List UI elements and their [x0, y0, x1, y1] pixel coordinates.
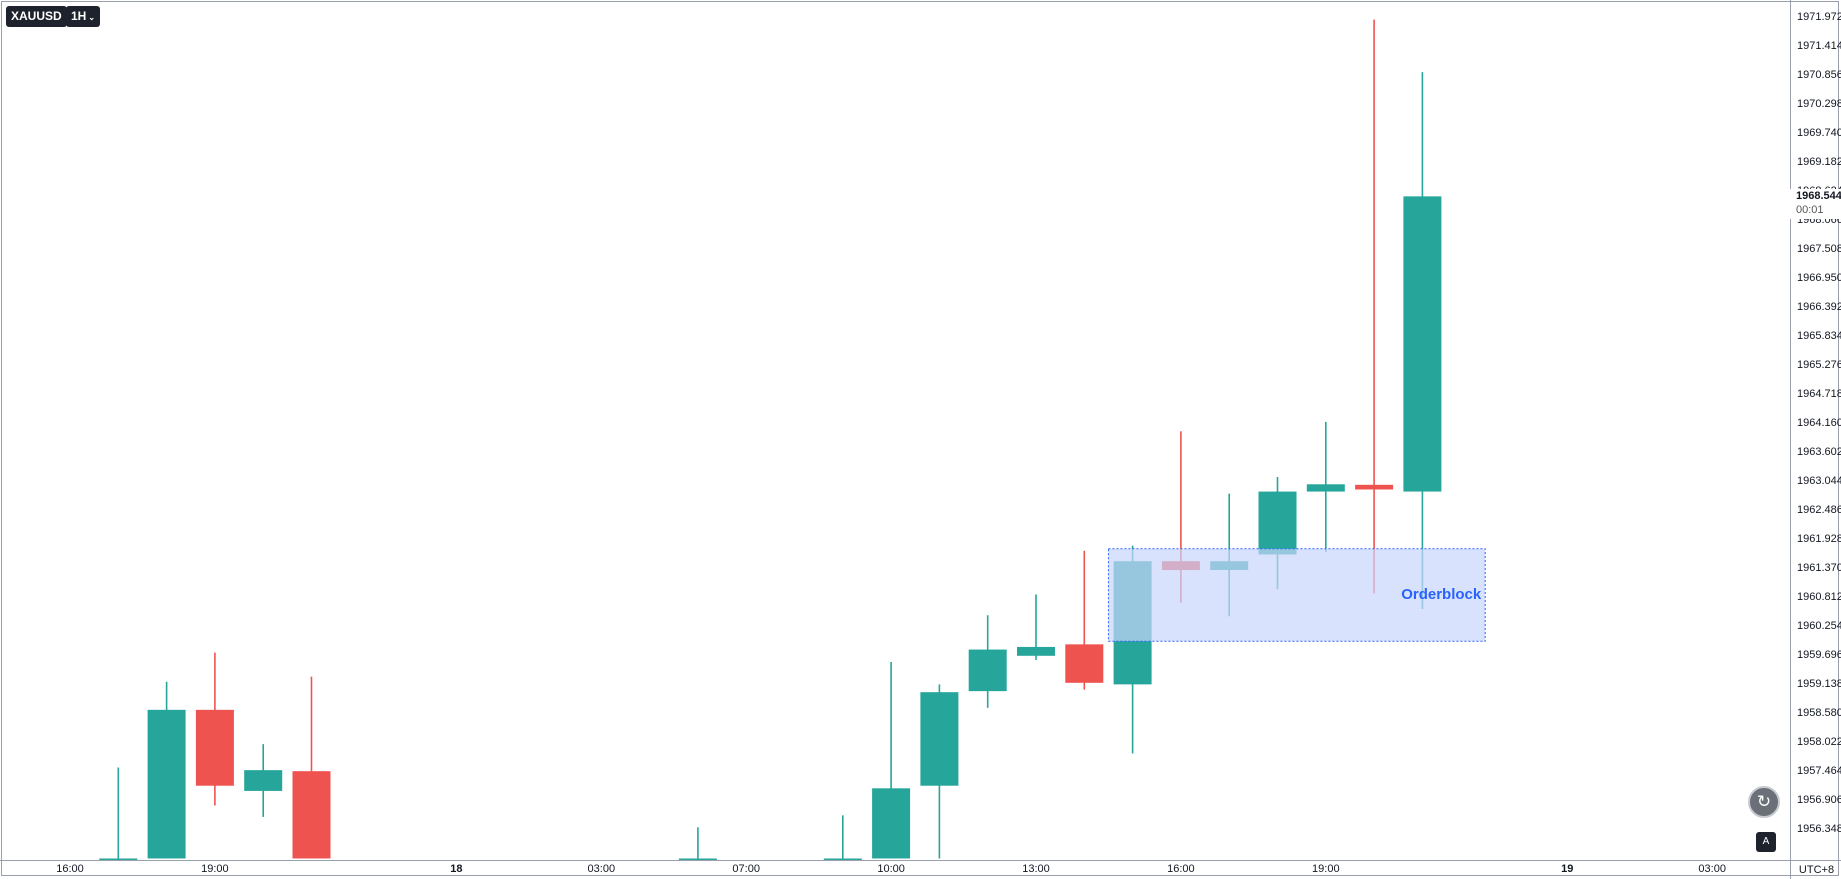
time-tick-label: 10:00	[877, 863, 905, 875]
time-tick-label: 13:00	[1022, 863, 1050, 875]
candle	[1017, 594, 1055, 660]
candle-body	[195, 709, 234, 786]
candle	[823, 815, 862, 860]
price-tick-label: 1956.348	[1797, 823, 1841, 835]
zone-layer	[1107, 548, 1486, 642]
price-tick-label: 1961.928	[1797, 533, 1841, 545]
candle	[1355, 19, 1394, 594]
time-tick-label: 16:00	[1167, 863, 1195, 875]
candle	[1403, 72, 1442, 610]
auto-scale-icon: A	[1762, 836, 1770, 847]
candle	[1306, 421, 1345, 552]
orderblock-zone[interactable]	[1107, 548, 1486, 642]
price-tick-label: 1969.182	[1797, 156, 1841, 168]
candle-body	[1017, 646, 1055, 656]
candle	[1065, 550, 1104, 690]
price-tick-label: 1971.414	[1797, 40, 1841, 52]
interval-chip[interactable]: 1H ⌄	[66, 6, 101, 27]
plot-area[interactable]: Orderblock	[0, 0, 1790, 860]
interval-label: 1H	[71, 9, 87, 23]
candle-layer	[99, 19, 1442, 860]
price-tick-label: 1959.138	[1797, 678, 1841, 690]
time-tick-label: 03:00	[1698, 863, 1726, 875]
price-tick-label: 1960.812	[1797, 591, 1841, 603]
candle-body	[1403, 196, 1442, 492]
price-tick-label: 1966.950	[1797, 272, 1841, 284]
candle-body	[292, 771, 331, 859]
candle-body	[1065, 644, 1104, 683]
price-tick-label: 1957.464	[1797, 765, 1841, 777]
time-axis[interactable]: 16:00 19:00 18 03:00 07:00 10:00 13:00 16:00 19:…	[0, 860, 1790, 879]
price-tick-label: 1970.856	[1797, 69, 1841, 81]
price-tick-label: 1970.298	[1797, 98, 1841, 110]
candlestick-chart[interactable]	[0, 0, 1790, 860]
price-tick-label: 1958.022	[1797, 736, 1841, 748]
candle	[195, 652, 234, 806]
candle-body	[1306, 484, 1345, 492]
candle	[99, 767, 138, 860]
countdown-timer: 00:01	[1796, 204, 1824, 216]
price-tick-label: 1965.834	[1797, 330, 1841, 342]
price-tick-label: 1964.718	[1797, 388, 1841, 400]
candle-body	[147, 709, 186, 859]
price-tick-label: 1971.972	[1797, 11, 1841, 23]
candle-body	[1355, 484, 1394, 490]
price-tick-label: 1969.740	[1797, 127, 1841, 139]
price-tick-label: 1964.160	[1797, 417, 1841, 429]
reset-chart-icon: ↻	[1756, 792, 1772, 811]
price-tick-label: 1956.906	[1797, 794, 1841, 806]
candle	[147, 681, 186, 859]
time-tick-label: 16:00	[56, 863, 84, 875]
time-tick-label: 18	[450, 863, 463, 875]
candle	[920, 684, 959, 859]
symbol-chip[interactable]: XAUUSD	[6, 6, 67, 27]
price-axis[interactable]: 1971.972 1971.414 1970.856 1970.298 1969.740…	[1790, 0, 1841, 860]
candle	[872, 662, 911, 859]
candle	[292, 676, 331, 859]
timezone-label[interactable]: UTC+8	[1790, 860, 1841, 879]
candle-body	[99, 858, 138, 860]
price-tick-label: 1965.276	[1797, 359, 1841, 371]
price-tick-label: 1960.254	[1797, 620, 1841, 632]
candle-body	[678, 858, 717, 860]
time-tick-label: 19:00	[1312, 863, 1340, 875]
time-tick-label: 19	[1561, 863, 1574, 875]
candle	[244, 744, 283, 817]
price-tick-label: 1959.696	[1797, 649, 1841, 661]
candle-body	[244, 770, 283, 791]
price-tick-label: 1958.580	[1797, 707, 1841, 719]
candle	[968, 615, 1007, 708]
price-tick-label: 1966.392	[1797, 301, 1841, 313]
candle-body	[872, 788, 911, 859]
current-price-label: 1968.544 00:01	[1790, 189, 1841, 219]
candle-body	[1258, 491, 1297, 555]
price-tick-label: 1961.370	[1797, 562, 1841, 574]
price-tick-label: 1962.486	[1797, 504, 1841, 516]
symbol-label: XAUUSD	[11, 9, 62, 23]
price-tick-label: 1967.508	[1797, 243, 1841, 255]
chevron-down-icon: ⌄	[88, 13, 96, 22]
time-tick-label: 03:00	[587, 863, 616, 875]
reset-chart-button[interactable]: ↻	[1748, 786, 1780, 818]
price-tick-label: 1963.044	[1797, 475, 1841, 487]
candle-body	[823, 858, 862, 860]
time-tick-label: 07:00	[732, 863, 760, 875]
candle	[678, 827, 717, 860]
time-tick-label: 19:00	[201, 863, 229, 875]
candle-body	[920, 692, 959, 786]
current-price-value: 1968.544	[1796, 190, 1841, 202]
auto-scale-button[interactable]: A	[1756, 832, 1776, 852]
price-tick-label: 1963.602	[1797, 446, 1841, 458]
candle-body	[968, 649, 1007, 692]
orderblock-label: Orderblock	[1401, 585, 1482, 603]
